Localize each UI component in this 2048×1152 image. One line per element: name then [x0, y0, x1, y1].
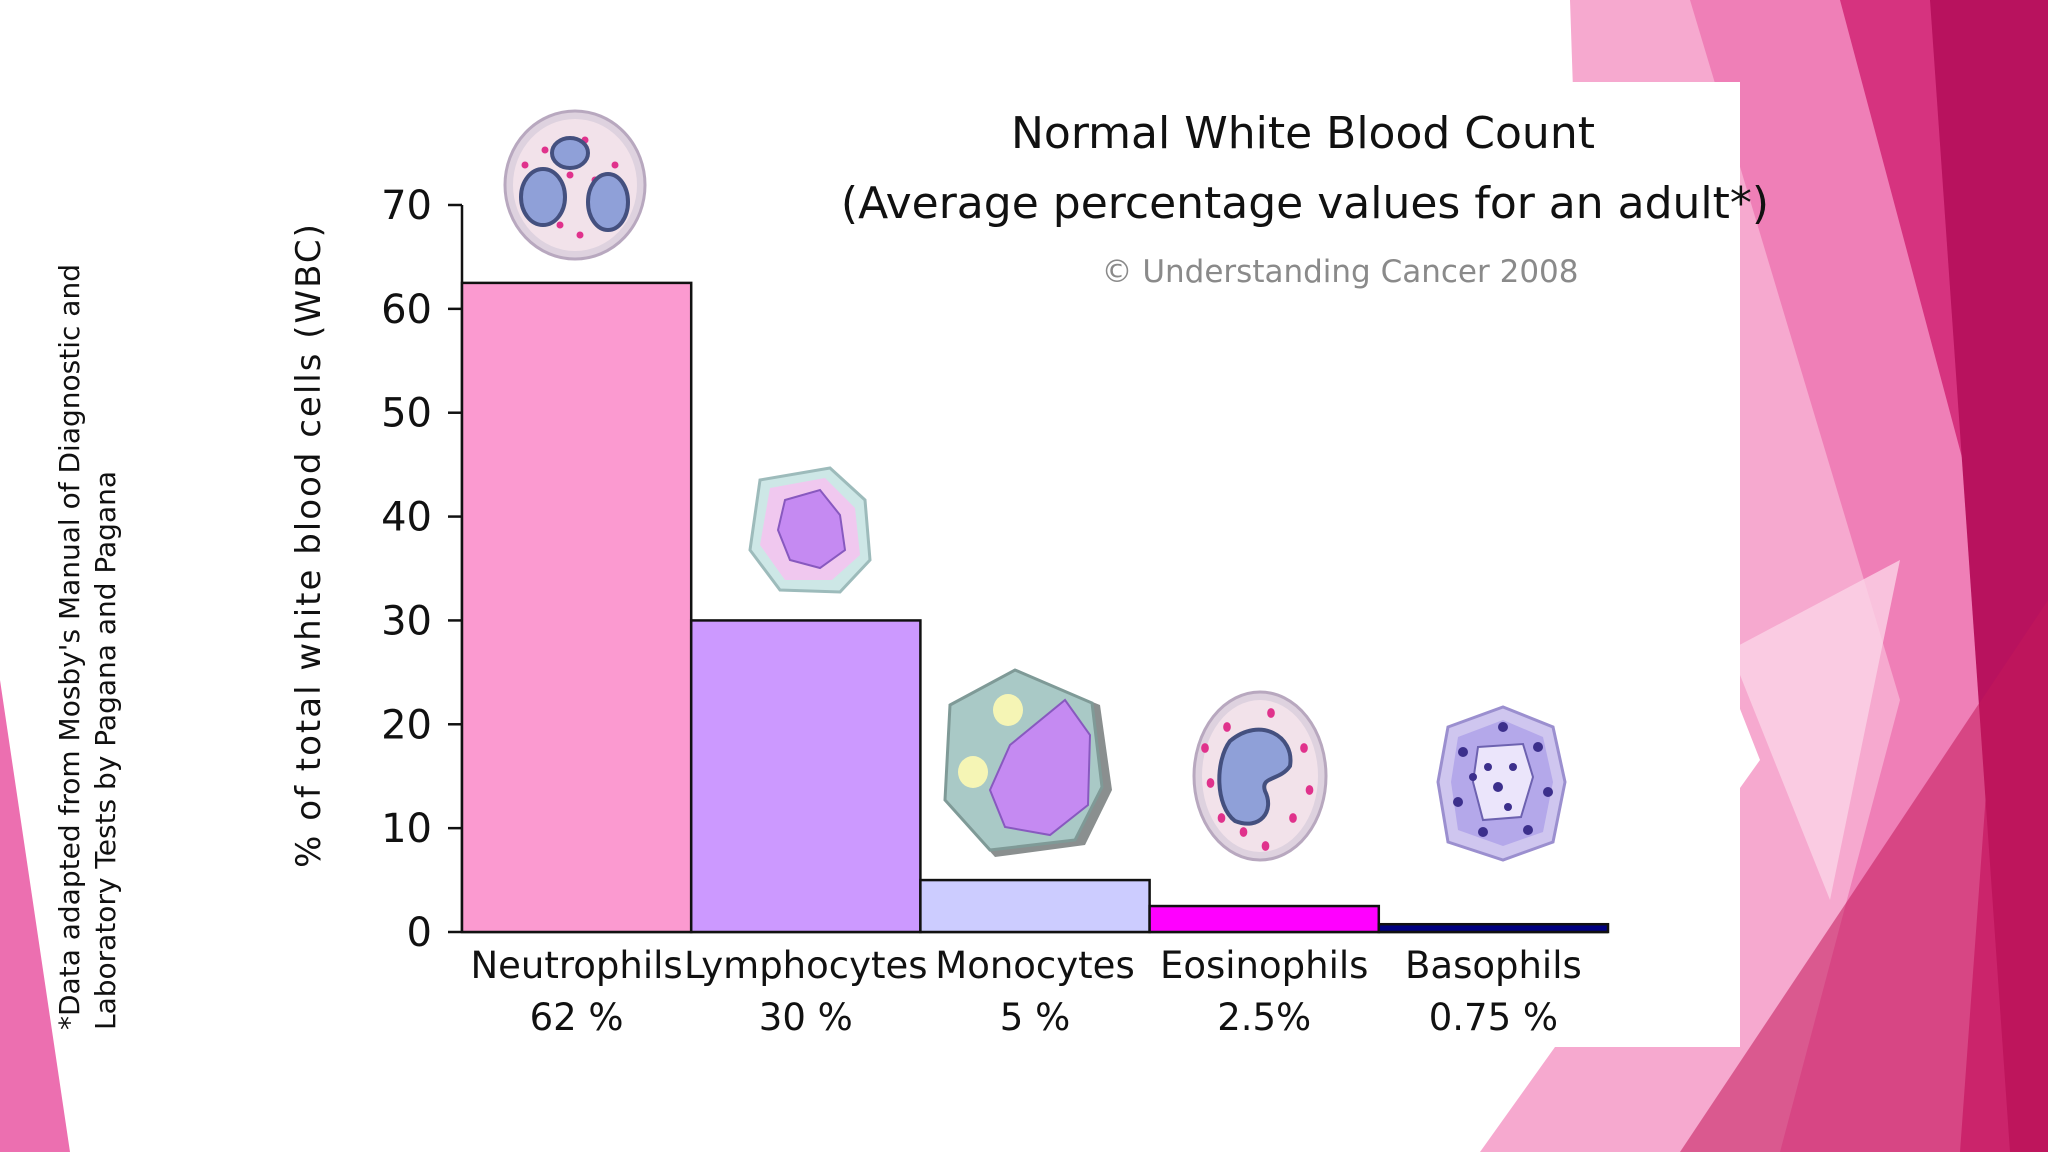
y-axis-title: % of total white blood cells (WBC): [289, 222, 329, 868]
chart-title: Normal White Blood Count: [1011, 108, 1595, 159]
y-tick-label: 50: [381, 391, 432, 437]
footnote-line-1: *Data adapted from Mosby's Manual of Dia…: [53, 264, 86, 1030]
category-label-eosinophils: Eosinophils: [1160, 944, 1368, 987]
eosinophil-cell-icon: [1192, 690, 1328, 862]
bar-monocytes: [919, 878, 1151, 934]
category-label-lymphocytes: Lymphocytes: [684, 944, 928, 987]
bar-basophils: [1377, 922, 1610, 934]
copyright-text: © Understanding Cancer 2008: [1101, 254, 1578, 290]
value-label-neutrophils: 62 %: [530, 996, 624, 1039]
chart-subtitle: (Average percentage values for an adult*…: [841, 178, 1769, 229]
value-label-lymphocytes: 30 %: [759, 996, 853, 1039]
data-source-footnote: *Data adapted from Mosby's Manual of Dia…: [52, 80, 124, 1030]
lymphocyte-cell-icon: [748, 466, 872, 594]
value-label-eosinophils: 2.5%: [1217, 996, 1311, 1039]
bar-lymphocytes: [689, 619, 922, 934]
bar-eosinophils: [1148, 904, 1381, 934]
category-labels: Neutrophils 62 % Lymphocytes 30 % Monocytes 5…: [470, 944, 1581, 1039]
basophil-cell-icon: [1436, 705, 1567, 862]
bar-neutrophils: [460, 281, 693, 934]
y-axis-ticks: 0 10 20 30 40 50 60 70: [381, 183, 462, 956]
y-tick-label: 70: [381, 183, 432, 229]
y-tick-label: 0: [407, 910, 432, 956]
value-label-monocytes: 5 %: [1000, 996, 1070, 1039]
category-label-neutrophils: Neutrophils: [470, 944, 682, 987]
y-tick-label: 20: [381, 702, 432, 748]
value-label-basophils: 0.75 %: [1429, 996, 1558, 1039]
y-tick-label: 30: [381, 598, 432, 644]
y-tick-label: 60: [381, 287, 432, 333]
monocyte-cell-icon: [943, 668, 1112, 857]
category-label-basophils: Basophils: [1405, 944, 1582, 987]
y-tick-label: 10: [381, 806, 432, 852]
footnote-line-2: Laboratory Tests by Pagana and Pagana: [89, 470, 122, 1030]
category-label-monocytes: Monocytes: [935, 944, 1134, 987]
bars: [460, 281, 1610, 934]
y-tick-label: 40: [381, 495, 432, 541]
neutrophil-cell-icon: [503, 109, 647, 261]
